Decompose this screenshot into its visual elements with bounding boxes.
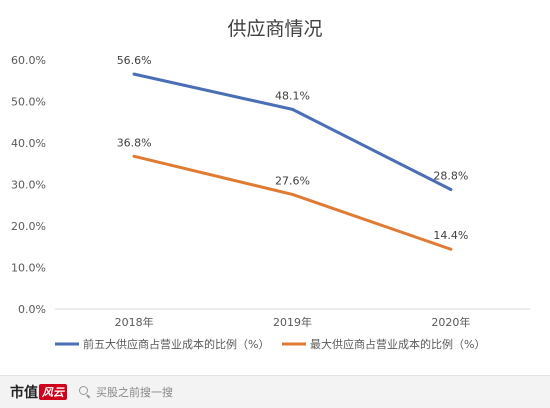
data-point — [291, 107, 294, 111]
data-label: 48.1% — [275, 89, 310, 102]
x-tick-label: 2018年 — [115, 315, 154, 329]
search-icon — [79, 386, 91, 398]
footer-bar: 市值 风云 买股之前搜一搜 — [0, 375, 550, 408]
data-point — [291, 192, 294, 196]
x-tick-label: 2019年 — [273, 315, 312, 329]
y-tick-label: 40.0% — [11, 137, 46, 150]
legend-label: 前五大供应商占营业成本的比例（%） — [83, 337, 269, 351]
y-tick-label: 0.0% — [18, 303, 46, 316]
brand-accent: 风云 — [39, 384, 67, 400]
data-label: 27.6% — [275, 174, 310, 187]
data-point — [132, 154, 136, 158]
y-tick-label: 30.0% — [11, 179, 46, 192]
y-tick-label: 60.0% — [11, 54, 46, 67]
data-label: 14.4% — [433, 229, 468, 242]
brand-name: 市值 — [10, 385, 38, 401]
data-label: 56.6% — [117, 54, 152, 67]
x-tick-label: 2020年 — [431, 315, 470, 329]
data-label: 36.8% — [117, 136, 152, 149]
y-tick-label: 20.0% — [11, 220, 46, 233]
search-placeholder: 买股之前搜一搜 — [96, 386, 173, 399]
data-point — [449, 247, 453, 251]
chart-title: 供应商情况 — [227, 18, 323, 40]
brand-logo[interactable]: 市值 风云 — [10, 382, 67, 402]
search-box[interactable]: 买股之前搜一搜 — [79, 384, 173, 400]
y-tick-label: 10.0% — [11, 262, 46, 275]
data-point — [449, 187, 453, 191]
y-tick-label: 50.0% — [11, 96, 46, 109]
data-point — [132, 72, 136, 76]
legend-label: 最大供应商占营业成本的比例（%） — [310, 337, 485, 351]
chart-area: 供应商情况 0.0% 10.0% 20.0% 30.0% 40.0% 50.0% 60.0%… — [11, 18, 530, 351]
line-chart: 0.0% 10.0% 20.0% 30.0% 40.0% 50.0% 60.0% 2018年 2… — [11, 54, 530, 351]
data-label: 28.8% — [433, 169, 468, 182]
series-line-2 — [132, 154, 453, 251]
